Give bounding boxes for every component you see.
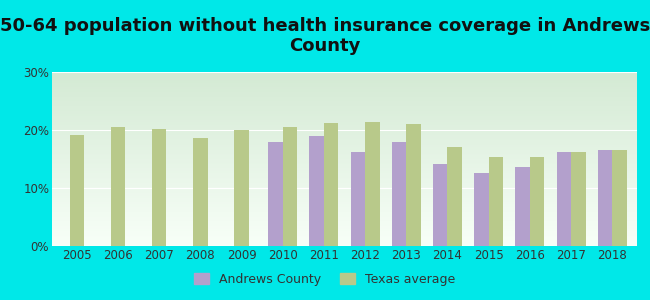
- Legend: Andrews County, Texas average: Andrews County, Texas average: [189, 268, 461, 291]
- Bar: [406, 124, 421, 246]
- Bar: [392, 142, 406, 246]
- Bar: [309, 136, 324, 246]
- Bar: [193, 138, 207, 246]
- Bar: [612, 150, 627, 246]
- Bar: [489, 157, 503, 246]
- Bar: [474, 173, 489, 246]
- Bar: [530, 157, 544, 246]
- Bar: [351, 152, 365, 246]
- Bar: [234, 130, 249, 246]
- Bar: [433, 164, 447, 246]
- Bar: [447, 147, 462, 246]
- Bar: [365, 122, 380, 246]
- Bar: [152, 129, 166, 246]
- Bar: [515, 167, 530, 246]
- Bar: [598, 150, 612, 246]
- Text: 50-64 population without health insurance coverage in Andrews
County: 50-64 population without health insuranc…: [0, 16, 650, 56]
- Bar: [111, 127, 125, 246]
- Bar: [556, 152, 571, 246]
- Bar: [324, 123, 338, 246]
- Bar: [283, 127, 297, 246]
- Bar: [70, 135, 84, 246]
- Bar: [571, 152, 586, 246]
- Bar: [268, 142, 283, 246]
